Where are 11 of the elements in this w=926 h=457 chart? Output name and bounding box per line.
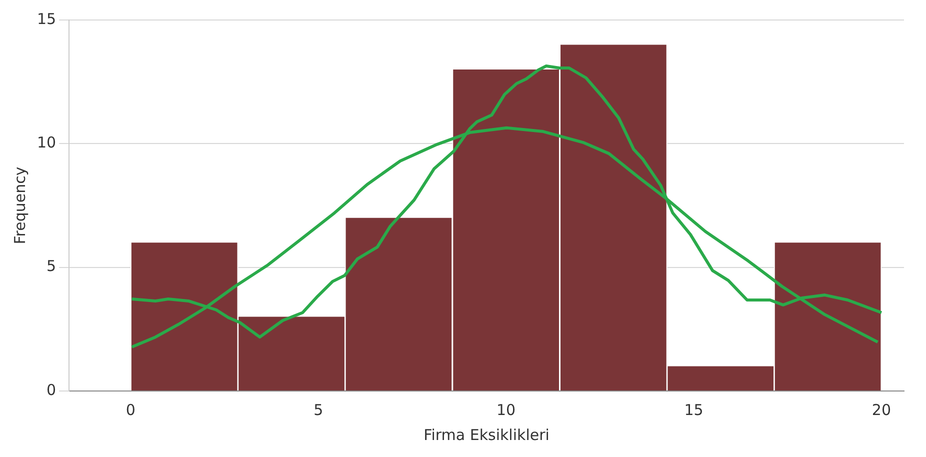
y-tick-label: 0 <box>46 380 56 399</box>
x-tick-label: 5 <box>314 400 324 419</box>
y-tick-label: 10 <box>36 134 56 152</box>
x-axis-title: Firma Eksiklikleri <box>424 426 550 444</box>
y-axis-title: Frequency <box>10 166 29 244</box>
x-tick-label: 15 <box>684 400 704 419</box>
x-tick-label: 0 <box>126 400 136 419</box>
x-tick-label: 10 <box>496 400 516 419</box>
x-tick-label: 20 <box>872 400 892 419</box>
y-tick-label: 5 <box>46 257 56 276</box>
y-tick-label: 15 <box>36 10 56 28</box>
